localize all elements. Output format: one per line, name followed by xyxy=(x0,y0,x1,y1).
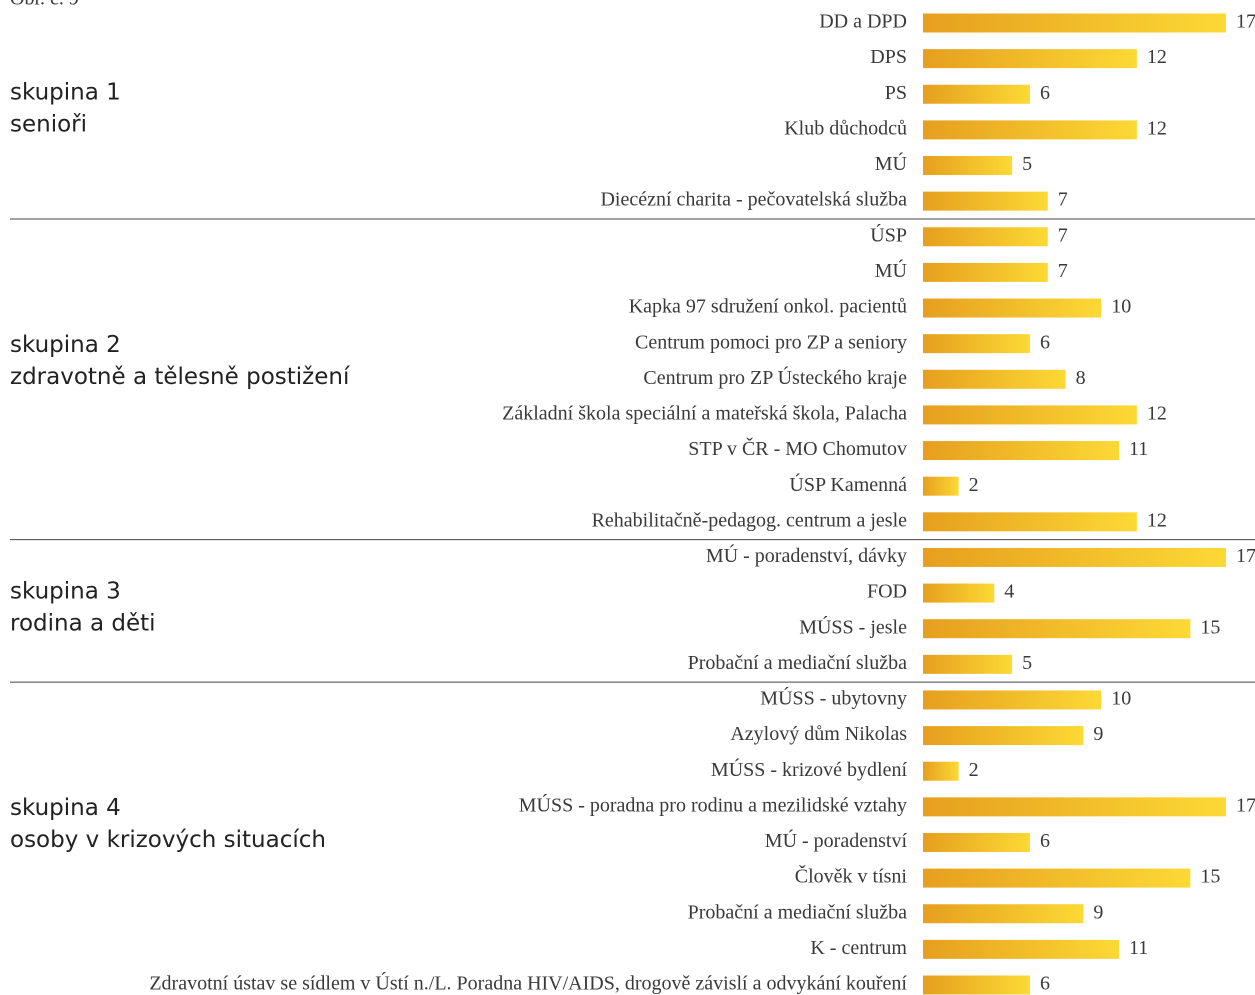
category-label: Centrum pro ZP Ústeckého kraje xyxy=(643,365,907,389)
bar xyxy=(923,476,959,496)
value-label: 9 xyxy=(1093,901,1103,923)
bar xyxy=(923,298,1102,318)
value-label: 6 xyxy=(1040,82,1050,104)
category-label: STP v ČR - MO Chomutov xyxy=(688,436,907,460)
value-label: 6 xyxy=(1040,331,1050,353)
value-label: 12 xyxy=(1147,46,1167,68)
value-label: 11 xyxy=(1129,438,1148,460)
category-label: FOD xyxy=(867,581,907,603)
value-label: 5 xyxy=(1022,652,1032,674)
value-label: 6 xyxy=(1040,830,1050,852)
value-label: 2 xyxy=(969,759,979,781)
value-label: 2 xyxy=(969,474,979,496)
category-label: MÚ - poradenství, dávky xyxy=(706,543,907,567)
group-name: skupina 4 xyxy=(10,795,121,821)
value-label: 10 xyxy=(1111,296,1131,318)
category-label: Diecézní charita - pečovatelská služba xyxy=(600,189,907,211)
category-label: Azylový dům Nikolas xyxy=(730,723,907,745)
category-label: Základní škola speciální a mateřská škol… xyxy=(502,403,907,425)
value-label: 12 xyxy=(1147,509,1167,531)
value-label: 4 xyxy=(1004,581,1014,603)
group-subtitle: rodina a děti xyxy=(10,610,156,636)
value-label: 17 xyxy=(1236,794,1255,816)
bar xyxy=(923,832,1030,852)
value-label: 17 xyxy=(1236,545,1255,567)
bar xyxy=(923,619,1191,639)
bar xyxy=(923,975,1030,995)
value-label: 15 xyxy=(1200,866,1220,888)
category-label: K - centrum xyxy=(810,937,907,959)
bar xyxy=(923,369,1066,389)
category-label: DD a DPD xyxy=(819,11,907,33)
bar xyxy=(923,761,959,781)
value-label: 6 xyxy=(1040,973,1050,995)
bar xyxy=(923,13,1226,33)
group-subtitle: osoby v krizových situacích xyxy=(10,827,326,853)
category-label: MÚ xyxy=(875,151,908,175)
value-label: 12 xyxy=(1147,117,1167,139)
value-label: 17 xyxy=(1236,11,1255,33)
bar xyxy=(923,690,1102,710)
bar xyxy=(923,904,1084,924)
group-name: skupina 2 xyxy=(10,332,121,358)
category-label: ÚSP xyxy=(870,222,907,246)
bar xyxy=(923,797,1226,817)
group-name: skupina 3 xyxy=(10,578,121,604)
value-label: 8 xyxy=(1076,367,1086,389)
category-label: Probační a mediační služba xyxy=(688,901,907,923)
category-label: MÚSS - ubytovny xyxy=(760,686,907,710)
bar xyxy=(923,262,1048,282)
category-label: Člověk v tísni xyxy=(795,864,908,888)
bar xyxy=(923,939,1120,959)
category-label: PS xyxy=(885,82,907,104)
value-label: 5 xyxy=(1022,153,1032,175)
bar xyxy=(923,84,1030,104)
group-subtitle: senioři xyxy=(10,112,87,138)
bar xyxy=(923,868,1191,888)
category-label: Probační a mediační služba xyxy=(688,652,907,674)
value-label: 12 xyxy=(1147,403,1167,425)
bar xyxy=(923,120,1137,140)
value-label: 9 xyxy=(1093,723,1103,745)
category-label: MÚSS - jesle xyxy=(799,614,907,638)
value-label: 7 xyxy=(1058,189,1068,211)
category-label: Rehabilitačně-pedagog. centrum a jesle xyxy=(592,509,908,531)
bar xyxy=(923,334,1030,354)
bar xyxy=(923,156,1013,176)
bar xyxy=(923,547,1226,567)
bar xyxy=(923,49,1137,69)
category-label: MÚ - poradenství xyxy=(765,828,908,852)
chart-title: Obr. č. 9 xyxy=(10,0,79,10)
group-name: skupina 1 xyxy=(10,80,121,106)
bar xyxy=(923,441,1120,461)
bar xyxy=(923,726,1084,746)
bar xyxy=(923,405,1137,425)
category-label: MÚSS - poradna pro rodinu a mezilidské v… xyxy=(519,792,907,816)
value-label: 7 xyxy=(1058,224,1068,246)
category-label: Klub důchodců xyxy=(784,117,907,139)
value-label: 11 xyxy=(1129,937,1148,959)
bar xyxy=(923,227,1048,247)
category-label: Zdravotní ústav se sídlem v Ústí n./L. P… xyxy=(149,971,907,995)
group-subtitle: zdravotně a tělesně postižení xyxy=(10,364,350,390)
value-label: 15 xyxy=(1200,616,1220,638)
category-label: Kapka 97 sdružení onkol. pacientů xyxy=(629,296,907,318)
bar xyxy=(923,191,1048,211)
category-label: ÚSP Kamenná xyxy=(789,472,907,496)
bar xyxy=(923,583,995,603)
category-label: Centrum pomoci pro ZP a seniory xyxy=(635,331,907,353)
bar xyxy=(923,512,1137,532)
value-label: 7 xyxy=(1058,260,1068,282)
category-label: DPS xyxy=(870,46,907,68)
value-label: 10 xyxy=(1111,688,1131,710)
category-label: MÚSS - krizové bydlení xyxy=(711,757,908,781)
bar xyxy=(923,654,1013,674)
category-label: MÚ xyxy=(875,258,908,282)
